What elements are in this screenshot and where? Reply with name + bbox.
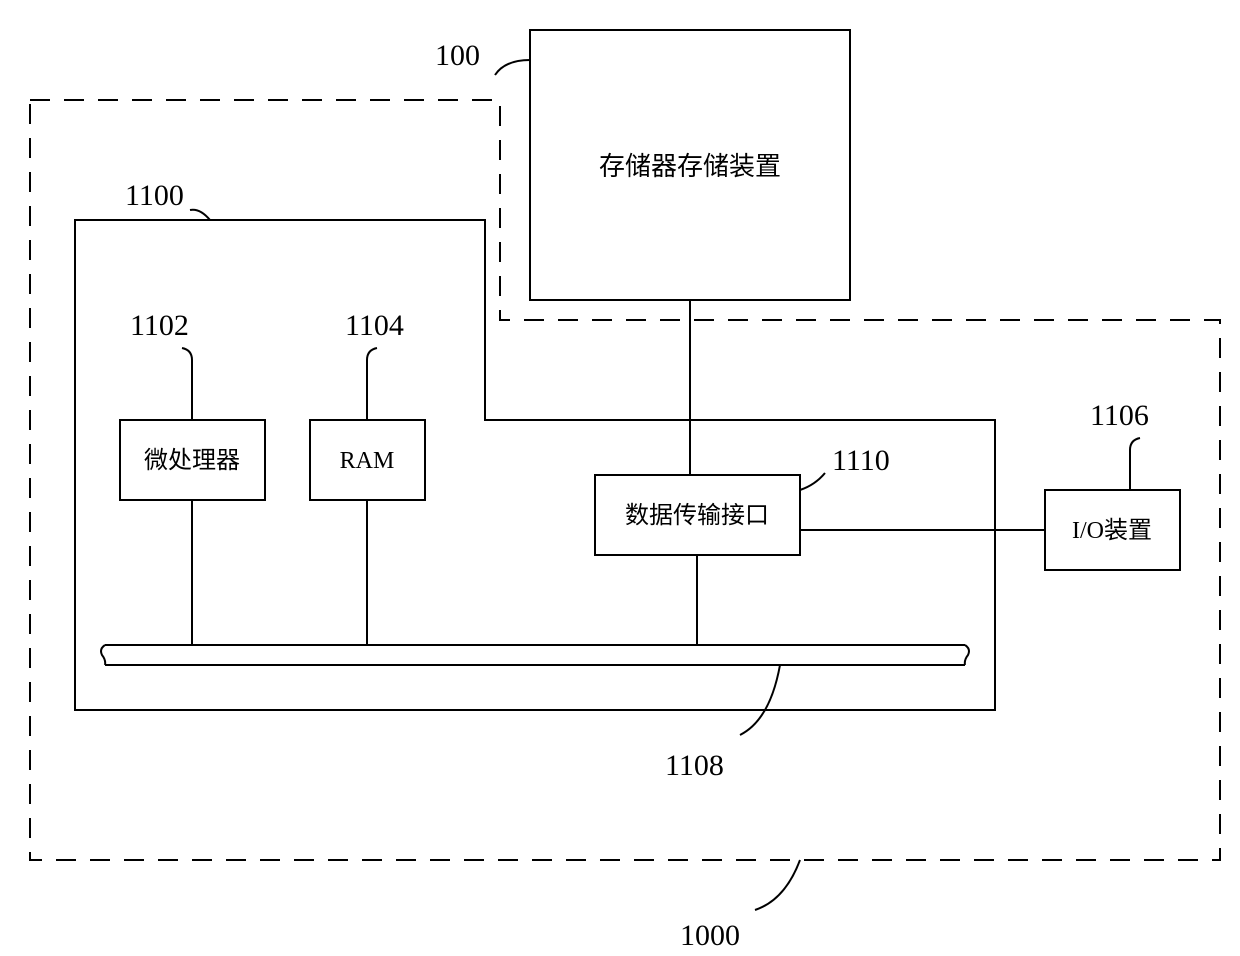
- ref-leader-1106: [1130, 438, 1140, 490]
- ref-100: 100: [435, 39, 480, 72]
- data-interface-label: 数据传输接口: [625, 502, 769, 529]
- ref-leader-1000: [755, 860, 800, 910]
- ref-1106: 1106: [1090, 399, 1149, 432]
- ref-leader-1100: [190, 210, 210, 220]
- ref-1100: 1100: [125, 179, 184, 212]
- ref-1110: 1110: [832, 444, 890, 477]
- io-device-label: I/O装置: [1072, 517, 1152, 544]
- ref-leader-100: [495, 60, 530, 75]
- ram-label: RAM: [340, 448, 395, 474]
- microprocessor-label: 微处理器: [144, 447, 240, 474]
- block-diagram: 存储器存储装置 微处理器 RAM 数据传输接口 I/O装置 100 1100 1…: [0, 0, 1240, 956]
- ref-1104: 1104: [345, 309, 404, 342]
- ref-1108: 1108: [665, 749, 724, 782]
- memory-storage-label: 存储器存储装置: [599, 152, 781, 181]
- ref-1000: 1000: [680, 919, 740, 952]
- ref-1102: 1102: [130, 309, 189, 342]
